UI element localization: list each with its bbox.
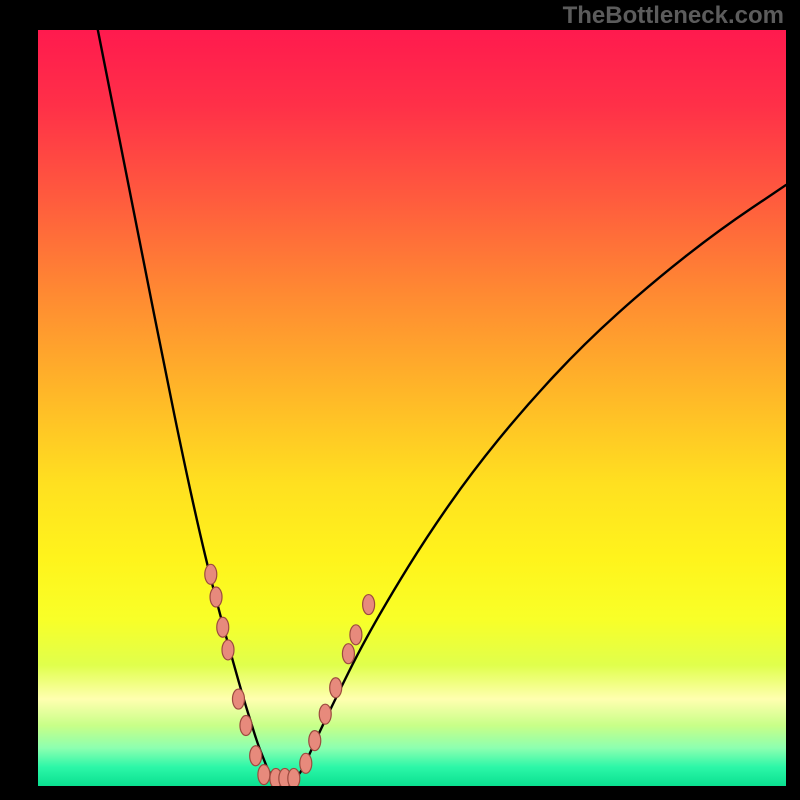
datapoint-left — [222, 640, 234, 660]
datapoint-left — [217, 617, 229, 637]
chart-overlay — [38, 30, 786, 786]
plot-area — [38, 30, 786, 786]
bottleneck-curve — [98, 30, 786, 778]
datapoint-left — [250, 746, 262, 766]
datapoint-left — [258, 765, 270, 785]
datapoint-left — [205, 564, 217, 584]
datapoint-left — [210, 587, 222, 607]
datapoint-right — [363, 595, 375, 615]
datapoint-left — [240, 716, 252, 736]
datapoint-bottom — [288, 768, 300, 786]
datapoint-right — [319, 704, 331, 724]
datapoints-group — [205, 564, 375, 786]
datapoint-right — [300, 753, 312, 773]
datapoint-right — [330, 678, 342, 698]
datapoint-right — [309, 731, 321, 751]
frame: TheBottleneck.com — [0, 0, 800, 800]
datapoint-left — [232, 689, 244, 709]
datapoint-right — [342, 644, 354, 664]
watermark-text: TheBottleneck.com — [563, 2, 784, 30]
datapoint-right — [350, 625, 362, 645]
